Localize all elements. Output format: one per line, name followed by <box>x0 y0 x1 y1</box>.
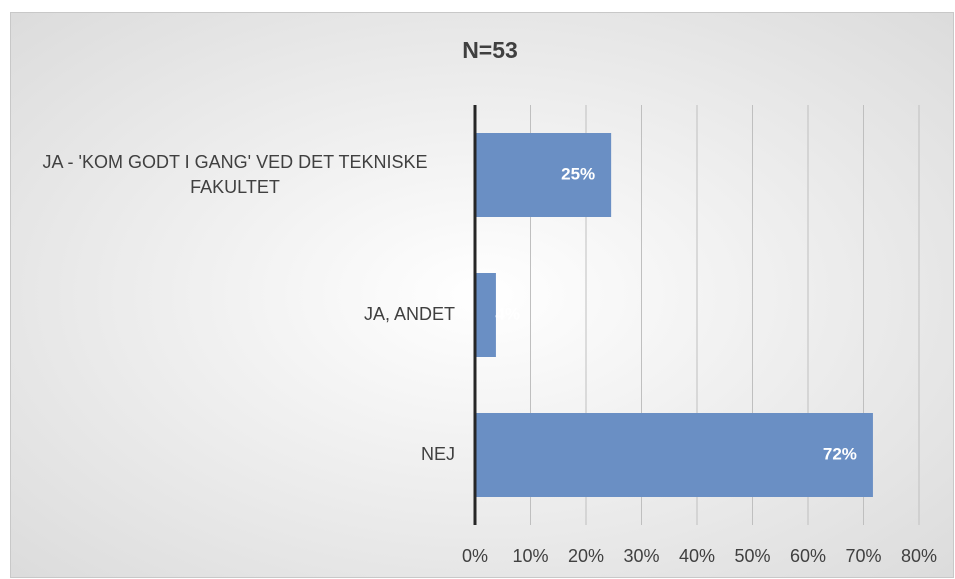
x-tick-label: 0% <box>462 546 488 566</box>
x-tick-label: 80% <box>901 546 937 566</box>
y-tick-label-box: NEJ <box>15 385 455 525</box>
x-tick-label: 60% <box>790 546 826 566</box>
y-tick-label: JA - 'KOM GODT I GANG' VED DET TEKNISKE … <box>42 151 428 197</box>
x-tick-label: 30% <box>623 546 659 566</box>
y-tick-label-wrap: JA - 'KOM GODT I GANG' VED DET TEKNISKE … <box>15 105 455 245</box>
bar <box>475 273 496 357</box>
x-tick-label: 40% <box>679 546 715 566</box>
data-label: 4% <box>495 304 520 323</box>
x-tick-label: 10% <box>512 546 548 566</box>
bar <box>475 413 873 497</box>
data-label: 72% <box>823 444 857 463</box>
y-tick-label-wrap: NEJ <box>15 385 455 525</box>
data-label: 25% <box>561 164 595 183</box>
x-tick-label: 70% <box>845 546 881 566</box>
x-tick-label: 50% <box>734 546 770 566</box>
bar <box>475 133 612 217</box>
y-tick-label: NEJ <box>420 444 455 465</box>
y-tick-label: JA, ANDET <box>363 304 455 325</box>
y-tick-label-box: JA - 'KOM GODT I GANG' VED DET TEKNISKE … <box>15 105 455 245</box>
x-tick-label: 20% <box>568 546 604 566</box>
y-tick-label-wrap: JA, ANDET <box>15 245 455 385</box>
y-tick-label-box: JA, ANDET <box>15 245 455 385</box>
chart-title: N=53 <box>462 37 518 63</box>
